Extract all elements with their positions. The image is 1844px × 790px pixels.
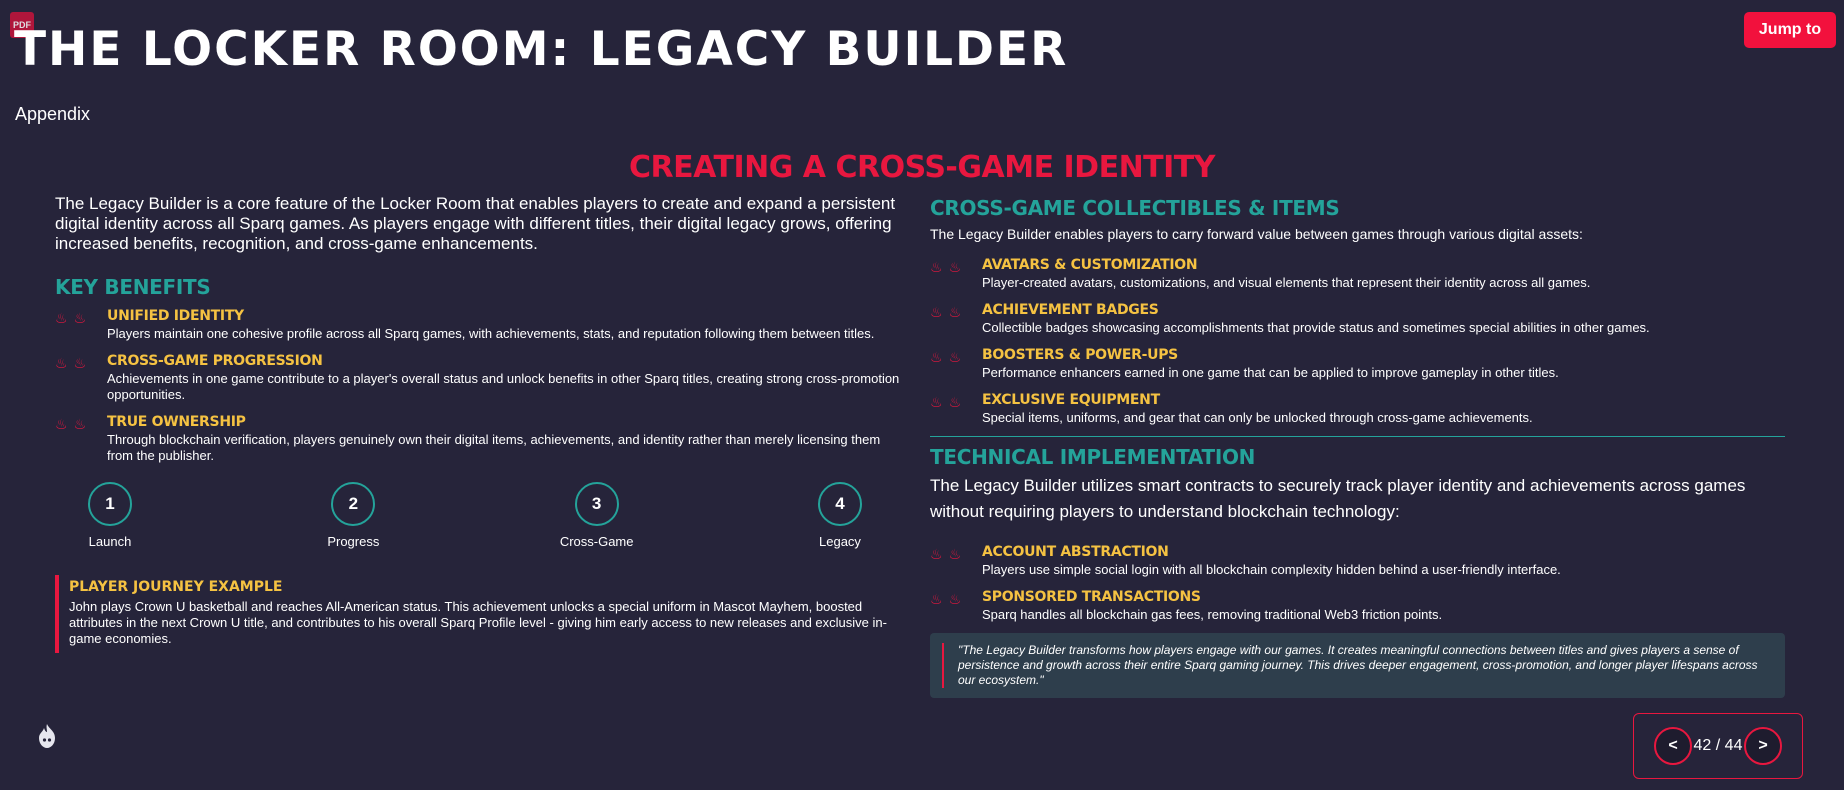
list-item: ♨ ♨ SPONSORED TRANSACTIONS Sparq handles … bbox=[930, 588, 1785, 623]
journey-text: John plays Crown U basketball and reache… bbox=[69, 599, 887, 646]
step-circle: 2 bbox=[331, 482, 376, 526]
step-legacy: 4 Legacy bbox=[785, 482, 895, 549]
flame-icon: ♨ bbox=[930, 259, 943, 275]
flame-icon: ♨ bbox=[73, 355, 87, 371]
step-circle: 3 bbox=[574, 482, 619, 526]
benefit-description: Players maintain one cohesive profile ac… bbox=[107, 326, 875, 341]
list-item: ♨ ♨ TRUE OWNERSHIP Through blockchain ver… bbox=[55, 413, 905, 464]
quote-box: "The Legacy Builder transforms how playe… bbox=[930, 633, 1785, 698]
prev-slide-button[interactable]: < bbox=[1654, 727, 1692, 765]
collectibles-intro: The Legacy Builder enables players to ca… bbox=[930, 226, 1583, 242]
flame-icon: ♨ bbox=[948, 304, 962, 320]
step-label: Progress bbox=[327, 534, 380, 549]
flame-icon: ♨ bbox=[73, 310, 87, 326]
flame-icon: ♨ bbox=[73, 416, 87, 432]
list-item: ♨ ♨ ACHIEVEMENT BADGES Collectible badges… bbox=[930, 301, 1785, 336]
step-launch: 1 Launch bbox=[55, 482, 165, 549]
benefits-list: ♨ ♨ UNIFIED IDENTITY Players maintain one… bbox=[55, 307, 905, 464]
collectible-title: ACHIEVEMENT BADGES bbox=[982, 302, 1159, 318]
flame-icon: ♨ bbox=[930, 591, 943, 607]
list-item: ♨ ♨ AVATARS & CUSTOMIZATION Player-create… bbox=[930, 256, 1785, 291]
jump-to-button[interactable]: Jump to bbox=[1744, 12, 1836, 48]
progress-steps: 1 Launch 2 Progress 3 Cross-Game 4 Legac… bbox=[55, 482, 895, 549]
step-label: Launch bbox=[88, 534, 132, 549]
list-item: ♨ ♨ ACCOUNT ABSTRACTION Players use simpl… bbox=[930, 543, 1785, 578]
flame-icon: ♨ bbox=[930, 546, 943, 562]
intro-paragraph: The Legacy Builder is a core feature of … bbox=[55, 194, 896, 253]
right-column: CROSS-GAME COLLECTIBLES & ITEMS The Lega… bbox=[930, 196, 1785, 698]
flame-icon: ♨ bbox=[55, 355, 68, 371]
flame-icon: ♨ bbox=[948, 546, 962, 562]
collectibles-list: ♨ ♨ AVATARS & CUSTOMIZATION Player-create… bbox=[930, 256, 1785, 426]
left-column: The Legacy Builder is a core feature of … bbox=[55, 194, 905, 653]
tech-item-description: Players use simple social login with all… bbox=[982, 562, 1561, 577]
journey-title: PLAYER JOURNEY EXAMPLE bbox=[69, 579, 283, 595]
collectible-description: Special items, uniforms, and gear that c… bbox=[982, 410, 1533, 425]
collectible-description: Collectible badges showcasing accomplish… bbox=[982, 320, 1650, 335]
slide-pager: < 42 / 44 > bbox=[1633, 713, 1803, 779]
step-label: Cross-Game bbox=[559, 534, 634, 549]
player-journey-callout: PLAYER JOURNEY EXAMPLE John plays Crown … bbox=[55, 575, 905, 653]
benefit-description: Through blockchain verification, players… bbox=[107, 432, 881, 463]
divider bbox=[930, 436, 1785, 437]
tech-list: ♨ ♨ ACCOUNT ABSTRACTION Players use simpl… bbox=[930, 543, 1785, 623]
pdf-icon[interactable]: PDF bbox=[10, 12, 34, 38]
list-item: ♨ ♨ CROSS-GAME PROGRESSION Achievements i… bbox=[55, 352, 905, 403]
slide-counter: 42 / 44 bbox=[1693, 737, 1743, 754]
benefit-title: TRUE OWNERSHIP bbox=[107, 414, 246, 430]
collectible-description: Performance enhancers earned in one game… bbox=[982, 365, 1559, 380]
list-item: ♨ ♨ EXCLUSIVE EQUIPMENT Special items, un… bbox=[930, 391, 1785, 426]
collectible-title: BOOSTERS & POWER-UPS bbox=[982, 347, 1178, 363]
tech-item-title: SPONSORED TRANSACTIONS bbox=[982, 589, 1201, 605]
tech-item-description: Sparq handles all blockchain gas fees, r… bbox=[982, 607, 1443, 622]
benefit-description: Achievements in one game contribute to a… bbox=[107, 371, 900, 402]
step-circle: 1 bbox=[88, 482, 132, 526]
next-slide-button[interactable]: > bbox=[1744, 727, 1782, 765]
step-circle: 4 bbox=[817, 482, 862, 526]
section-subtitle: Appendix bbox=[15, 104, 91, 124]
flame-icon: ♨ bbox=[948, 349, 962, 365]
key-benefits-heading: KEY BENEFITS bbox=[55, 275, 211, 299]
flame-icon: ♨ bbox=[948, 259, 962, 275]
flame-icon: ♨ bbox=[55, 416, 68, 432]
collectible-title: AVATARS & CUSTOMIZATION bbox=[982, 257, 1198, 273]
tech-heading: TECHNICAL IMPLEMENTATION bbox=[930, 445, 1256, 469]
tech-item-title: ACCOUNT ABSTRACTION bbox=[982, 544, 1169, 560]
flame-icon: ♨ bbox=[948, 394, 962, 410]
collectible-title: EXCLUSIVE EQUIPMENT bbox=[982, 392, 1160, 408]
flame-logo-icon bbox=[39, 724, 55, 748]
benefit-title: UNIFIED IDENTITY bbox=[107, 308, 244, 324]
flame-icon: ♨ bbox=[930, 349, 943, 365]
flame-icon: ♨ bbox=[930, 304, 943, 320]
flame-icon: ♨ bbox=[55, 310, 68, 326]
quote-text: "The Legacy Builder transforms how playe… bbox=[942, 643, 1773, 688]
tech-intro: The Legacy Builder utilizes smart contra… bbox=[930, 476, 1746, 521]
flame-icon: ♨ bbox=[930, 394, 943, 410]
slide-heading: CREATING A CROSS-GAME IDENTITY bbox=[628, 150, 1216, 185]
benefit-title: CROSS-GAME PROGRESSION bbox=[107, 353, 323, 369]
list-item: ♨ ♨ BOOSTERS & POWER-UPS Performance enha… bbox=[930, 346, 1785, 381]
step-progress: 2 Progress bbox=[298, 482, 408, 549]
flame-icon: ♨ bbox=[948, 591, 962, 607]
page-title: THE LOCKER ROOM: LEGACY BUILDER bbox=[14, 22, 1069, 77]
collectibles-heading: CROSS-GAME COLLECTIBLES & ITEMS bbox=[930, 196, 1340, 220]
collectible-description: Player-created avatars, customizations, … bbox=[982, 275, 1591, 290]
list-item: ♨ ♨ UNIFIED IDENTITY Players maintain one… bbox=[55, 307, 905, 342]
step-cross-game: 3 Cross-Game bbox=[542, 482, 652, 549]
step-label: Legacy bbox=[819, 534, 861, 549]
